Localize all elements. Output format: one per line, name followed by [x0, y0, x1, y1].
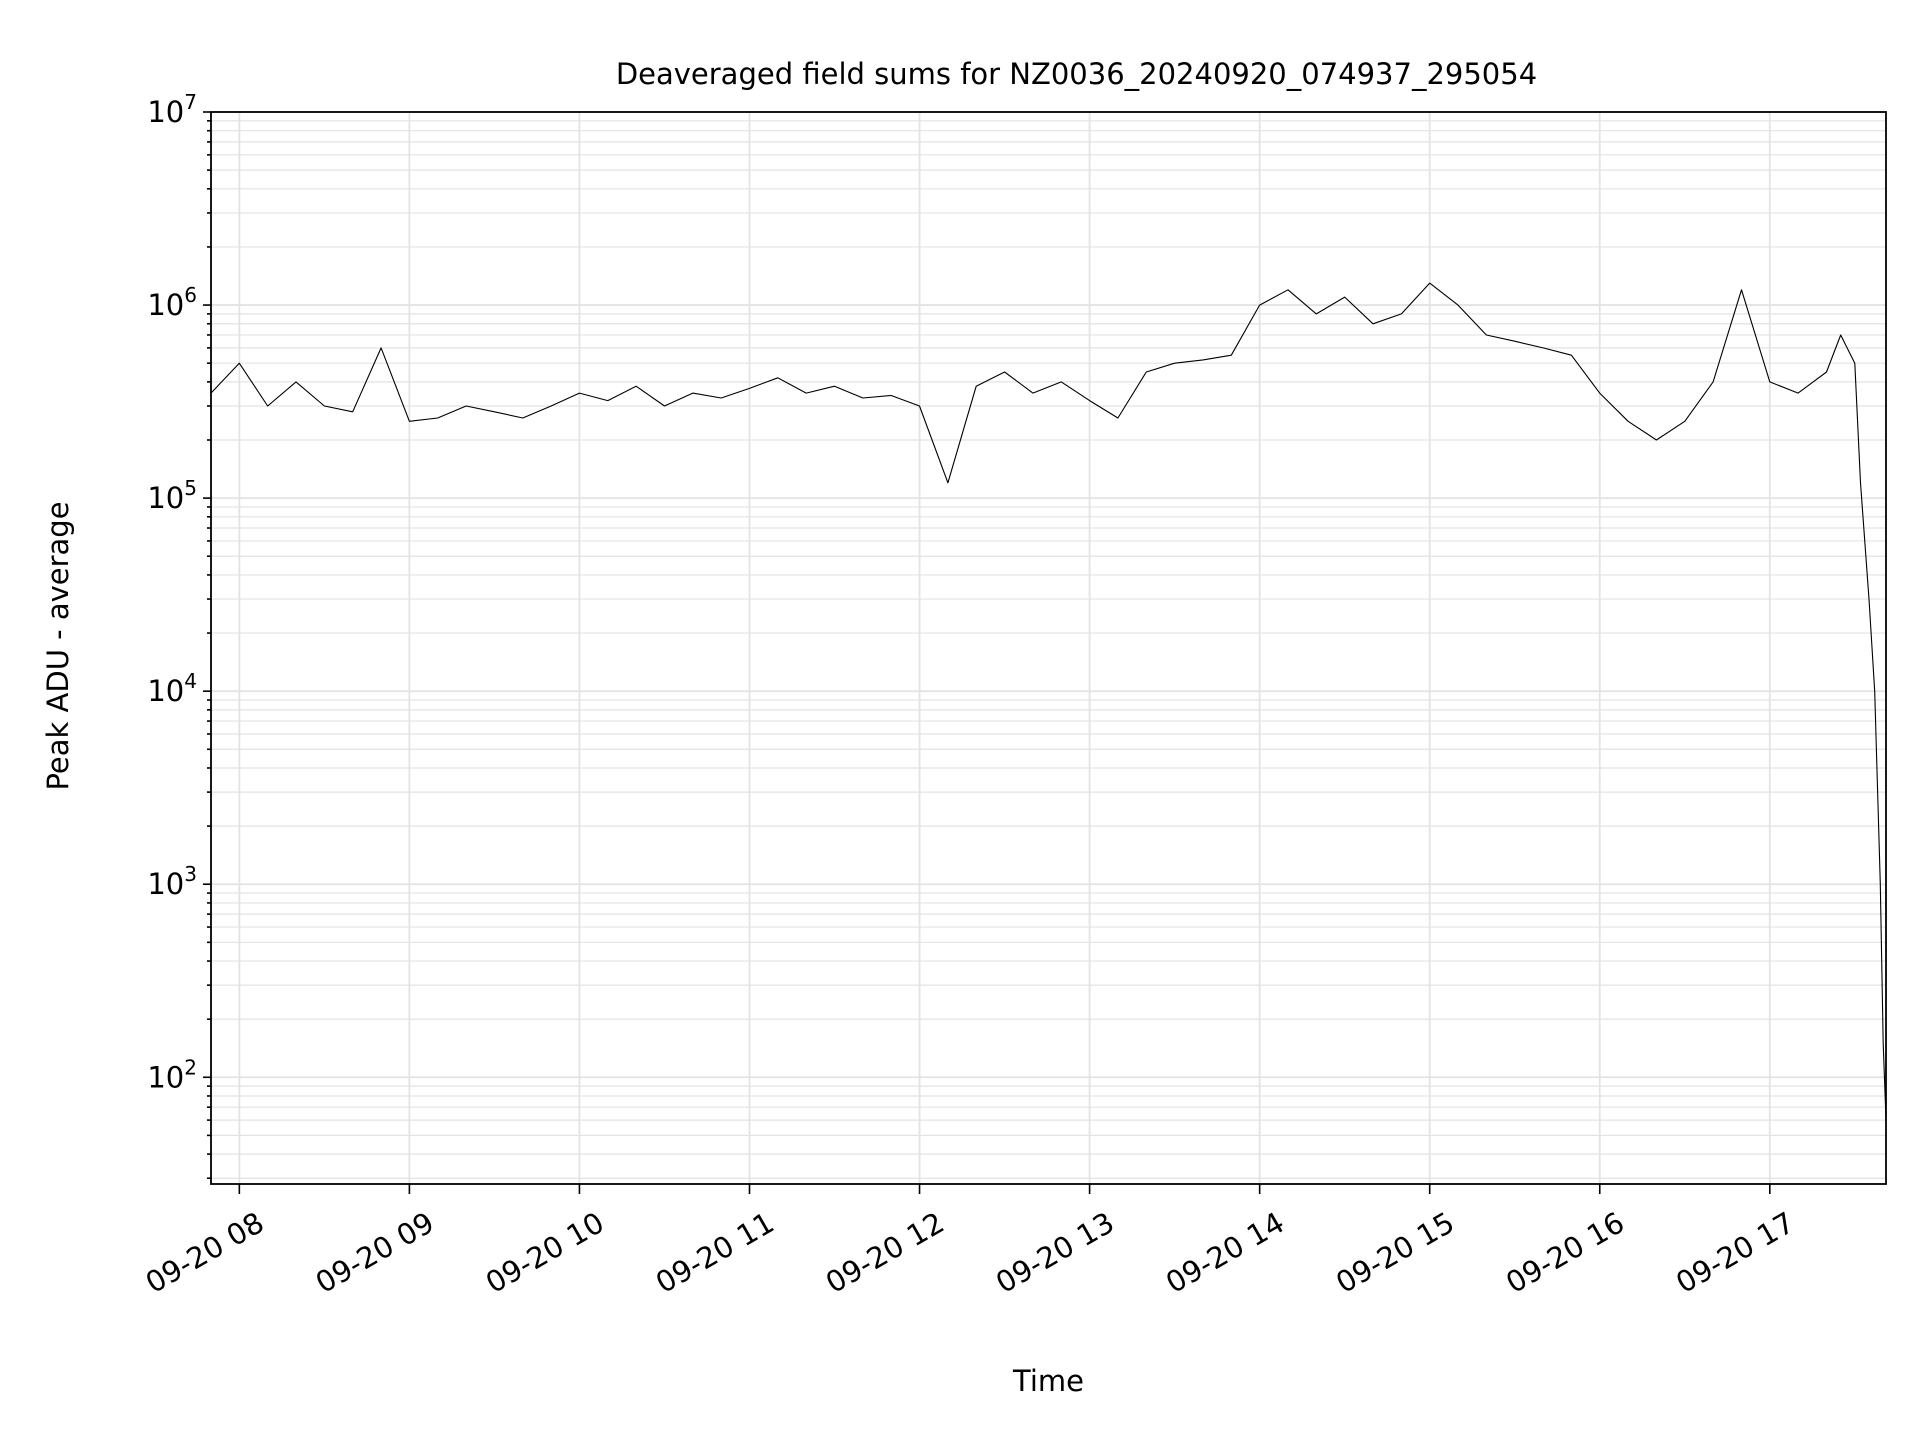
- y-tick-base: 10: [147, 674, 184, 708]
- series-layer: [210, 282, 1887, 1121]
- y-tick-label: 102: [147, 1055, 197, 1094]
- x-tick-label: 09-20 08: [140, 1205, 270, 1300]
- y-tick-base: 10: [147, 481, 184, 515]
- y-tick-base: 10: [147, 1060, 184, 1094]
- y-tick-exponent: 5: [184, 476, 197, 500]
- x-axis-ticks: 09-20 08 09-20 09 09-20 10 09-20 11 09-20 12…: [140, 1184, 1800, 1300]
- x-tick-label: 09-20 13: [990, 1205, 1120, 1300]
- y-tick-exponent: 2: [184, 1055, 197, 1079]
- y-tick-exponent: 7: [184, 90, 197, 114]
- y-tick-label: 103: [147, 862, 197, 901]
- x-tick-label: 09-20 15: [1330, 1205, 1460, 1300]
- x-axis-label: Time: [1012, 1364, 1084, 1398]
- y-tick-base: 10: [147, 867, 184, 901]
- y-tick-label: 104: [147, 669, 197, 708]
- y-tick-exponent: 3: [184, 862, 197, 886]
- x-tick-label: 09-20 10: [480, 1205, 610, 1300]
- grid: [211, 111, 1886, 1184]
- y-tick-label: 106: [147, 283, 197, 322]
- y-axis-label: Peak ADU - average: [41, 501, 75, 790]
- plot-frame: [210, 111, 1887, 1185]
- x-tick-label: 09-20 09: [310, 1205, 440, 1300]
- x-tick-label: 09-20 16: [1500, 1205, 1630, 1300]
- x-tick-label: 09-20 12: [820, 1205, 950, 1300]
- y-tick-base: 10: [147, 288, 184, 322]
- y-tick-exponent: 4: [184, 669, 197, 693]
- x-tick-label: 09-20 14: [1160, 1205, 1290, 1300]
- x-tick-label: 09-20 17: [1670, 1205, 1800, 1300]
- series-line: [210, 282, 1887, 1121]
- y-tick-base: 10: [147, 95, 184, 129]
- y-tick-label: 105: [147, 476, 197, 515]
- x-tick-label: 09-20 11: [650, 1205, 780, 1300]
- y-tick-label: 107: [147, 90, 197, 129]
- y-tick-exponent: 6: [184, 283, 197, 307]
- chart-title: Deaveraged field sums for NZ0036_2024092…: [616, 57, 1537, 91]
